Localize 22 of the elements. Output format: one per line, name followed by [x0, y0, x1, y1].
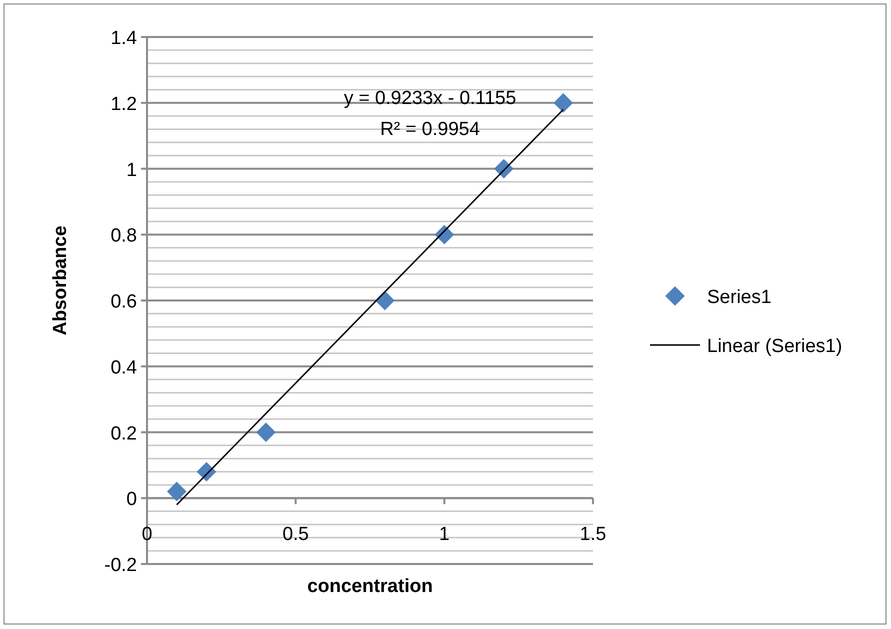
- y-tick-label: 0: [126, 489, 137, 510]
- x-axis-title: concentration: [307, 576, 433, 597]
- x-tick-label: 0.5: [282, 524, 309, 546]
- point: [166, 482, 186, 502]
- y-tick-label: 0.6: [110, 292, 137, 312]
- legend-label: Linear (Series1): [707, 336, 842, 357]
- y-tick-label: 1.4: [110, 28, 138, 49]
- y-tick-label: 0.2: [110, 423, 137, 444]
- y-tick-label: 0.4: [110, 357, 138, 378]
- legend-label: Series1: [707, 287, 772, 308]
- annotation: y = 0.9233x - 0.1155: [344, 88, 516, 109]
- y-tick-label: 1.2: [110, 94, 137, 115]
- x-tick-label: 1.5: [580, 524, 606, 546]
- y-tick-label: 0.8: [110, 226, 137, 247]
- point: [554, 93, 574, 113]
- x-tick-label: 1: [439, 524, 450, 546]
- x-tick-label: 0: [142, 524, 152, 546]
- y-axis-title: Absorbance: [50, 226, 71, 336]
- y-tick-label: -0.2: [104, 555, 137, 576]
- annotation: R² = 0.9954: [380, 119, 480, 140]
- point: [256, 422, 276, 442]
- y-tick-label: 1: [126, 160, 137, 181]
